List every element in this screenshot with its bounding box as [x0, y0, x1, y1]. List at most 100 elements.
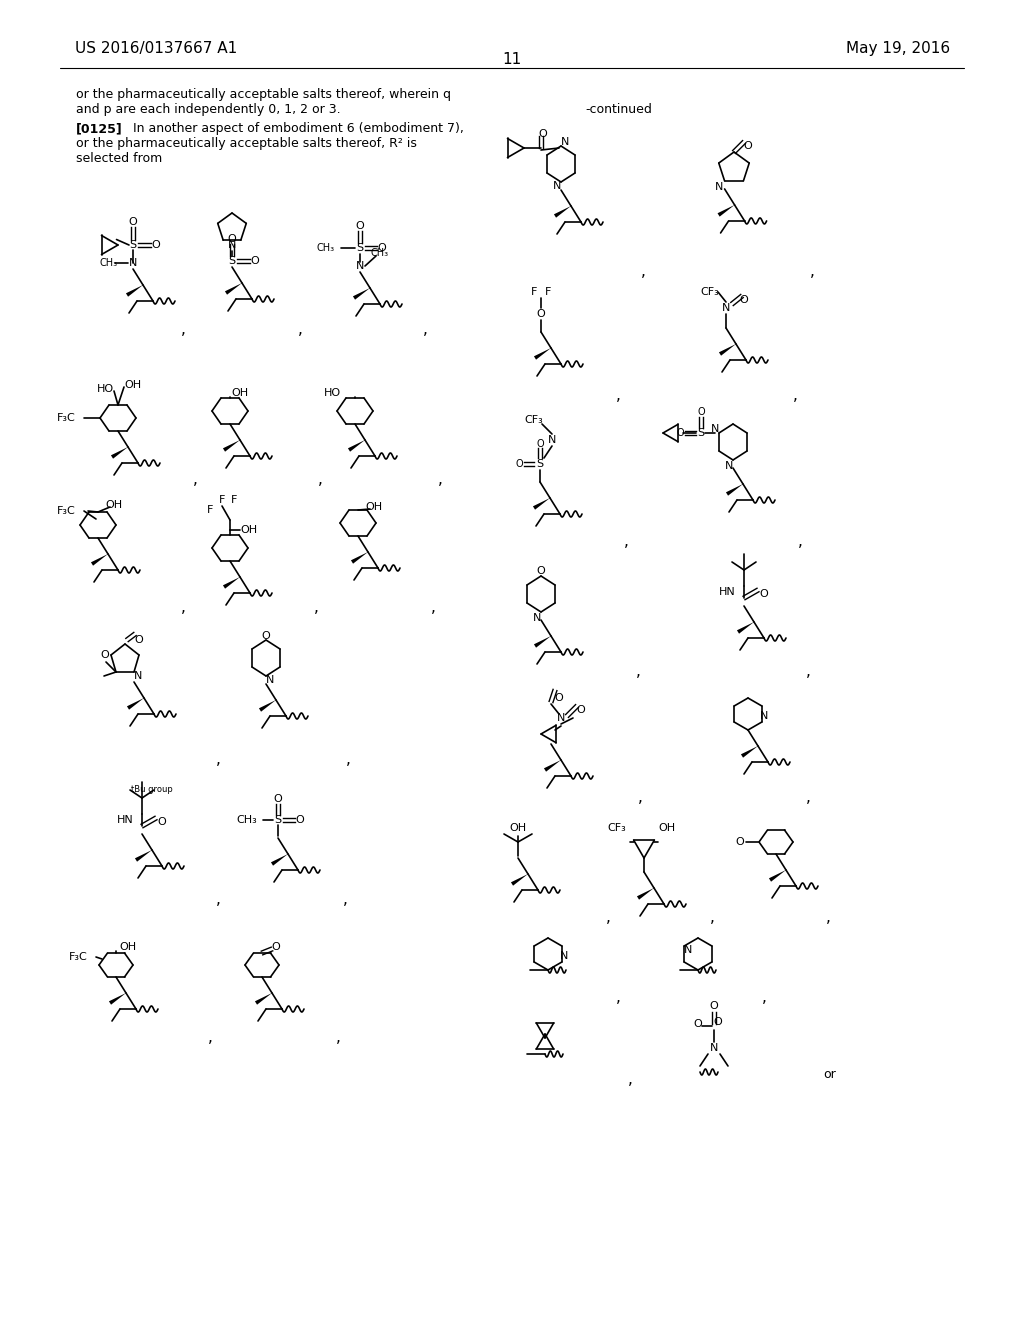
Polygon shape: [511, 874, 528, 886]
Text: O: O: [710, 1001, 719, 1011]
Polygon shape: [126, 285, 143, 297]
Text: OH: OH: [124, 380, 141, 389]
Text: US 2016/0137667 A1: US 2016/0137667 A1: [75, 41, 238, 55]
Text: 11: 11: [503, 53, 521, 67]
Text: ,: ,: [615, 990, 621, 1006]
Text: N: N: [710, 1043, 718, 1053]
Text: O: O: [378, 243, 386, 253]
Text: O: O: [760, 589, 768, 599]
Text: O: O: [743, 141, 753, 150]
Polygon shape: [135, 850, 152, 862]
Text: CH₃: CH₃: [316, 243, 335, 253]
Text: O: O: [539, 129, 548, 139]
Text: ,: ,: [343, 892, 347, 908]
Polygon shape: [532, 498, 550, 510]
Text: N: N: [355, 261, 365, 271]
Text: ,: ,: [825, 911, 830, 925]
Text: HN: HN: [719, 587, 736, 597]
Text: OH: OH: [658, 822, 675, 833]
Text: CF₃: CF₃: [607, 822, 626, 833]
Text: O: O: [134, 635, 143, 645]
Text: CF₃: CF₃: [524, 414, 543, 425]
Text: S: S: [129, 240, 136, 249]
Text: F: F: [219, 495, 225, 506]
Text: ,: ,: [208, 1031, 212, 1045]
Polygon shape: [353, 288, 370, 300]
Text: [0125]: [0125]: [76, 121, 123, 135]
Text: O: O: [158, 817, 166, 828]
Text: ,: ,: [423, 322, 427, 338]
Polygon shape: [111, 447, 128, 458]
Text: ,: ,: [180, 599, 185, 615]
Text: HO: HO: [324, 388, 341, 399]
Text: N: N: [711, 424, 719, 434]
Text: HO: HO: [97, 384, 114, 393]
Polygon shape: [719, 345, 736, 355]
Text: S: S: [537, 459, 544, 469]
Text: ,: ,: [313, 599, 318, 615]
Text: O: O: [735, 837, 744, 847]
Text: O: O: [251, 256, 259, 267]
Text: ,: ,: [636, 664, 640, 680]
Text: ,: ,: [710, 911, 715, 925]
Polygon shape: [223, 440, 240, 451]
Text: N: N: [548, 436, 556, 445]
Text: N: N: [684, 945, 692, 954]
Polygon shape: [554, 206, 571, 218]
Text: N: N: [129, 257, 137, 268]
Text: CF₃: CF₃: [700, 286, 719, 297]
Text: ,: ,: [806, 664, 810, 680]
Text: F₃C: F₃C: [57, 506, 76, 516]
Text: ,: ,: [762, 990, 766, 1006]
Polygon shape: [91, 554, 108, 566]
Text: CH₃: CH₃: [371, 248, 389, 257]
Text: N: N: [722, 304, 730, 313]
Text: OH: OH: [240, 525, 257, 535]
Polygon shape: [223, 577, 240, 589]
Polygon shape: [348, 440, 365, 451]
Text: N: N: [557, 713, 565, 723]
Text: ,: ,: [806, 791, 810, 805]
Text: F: F: [207, 506, 213, 515]
Polygon shape: [127, 698, 144, 710]
Text: ,: ,: [216, 752, 220, 767]
Text: N: N: [715, 182, 723, 191]
Polygon shape: [769, 870, 786, 882]
Text: O: O: [355, 220, 365, 231]
Polygon shape: [259, 700, 276, 711]
Text: tBu group: tBu group: [131, 785, 173, 795]
Text: ,: ,: [298, 322, 302, 338]
Polygon shape: [718, 205, 734, 216]
Text: N: N: [760, 711, 768, 721]
Polygon shape: [544, 760, 561, 772]
Text: F: F: [230, 495, 238, 506]
Polygon shape: [534, 348, 551, 359]
Polygon shape: [637, 888, 654, 900]
Polygon shape: [109, 993, 126, 1005]
Text: and p are each independently 0, 1, 2 or 3.: and p are each independently 0, 1, 2 or …: [76, 103, 341, 116]
Text: O: O: [676, 428, 684, 438]
Text: O: O: [227, 234, 237, 244]
Polygon shape: [534, 636, 551, 648]
Text: F₃C: F₃C: [57, 413, 76, 422]
Text: ,: ,: [628, 1072, 633, 1088]
Text: ,: ,: [317, 473, 323, 487]
Text: O: O: [261, 631, 270, 642]
Text: S: S: [228, 256, 236, 267]
Text: S: S: [274, 814, 282, 825]
Text: F₃C: F₃C: [70, 952, 88, 962]
Text: -continued: -continued: [585, 103, 652, 116]
Text: S: S: [697, 428, 705, 438]
Text: OH: OH: [105, 500, 123, 510]
Text: HN: HN: [118, 814, 134, 825]
Text: O: O: [515, 459, 523, 469]
Text: CH₃: CH₃: [237, 814, 257, 825]
Text: O: O: [273, 795, 283, 804]
Text: O: O: [271, 942, 281, 952]
Text: OH: OH: [120, 942, 136, 952]
Text: N: N: [561, 137, 569, 147]
Text: O: O: [739, 294, 749, 305]
Text: ,: ,: [615, 388, 621, 403]
Text: ,: ,: [638, 791, 642, 805]
Text: In another aspect of embodiment 6 (embodiment 7),: In another aspect of embodiment 6 (embod…: [117, 121, 464, 135]
